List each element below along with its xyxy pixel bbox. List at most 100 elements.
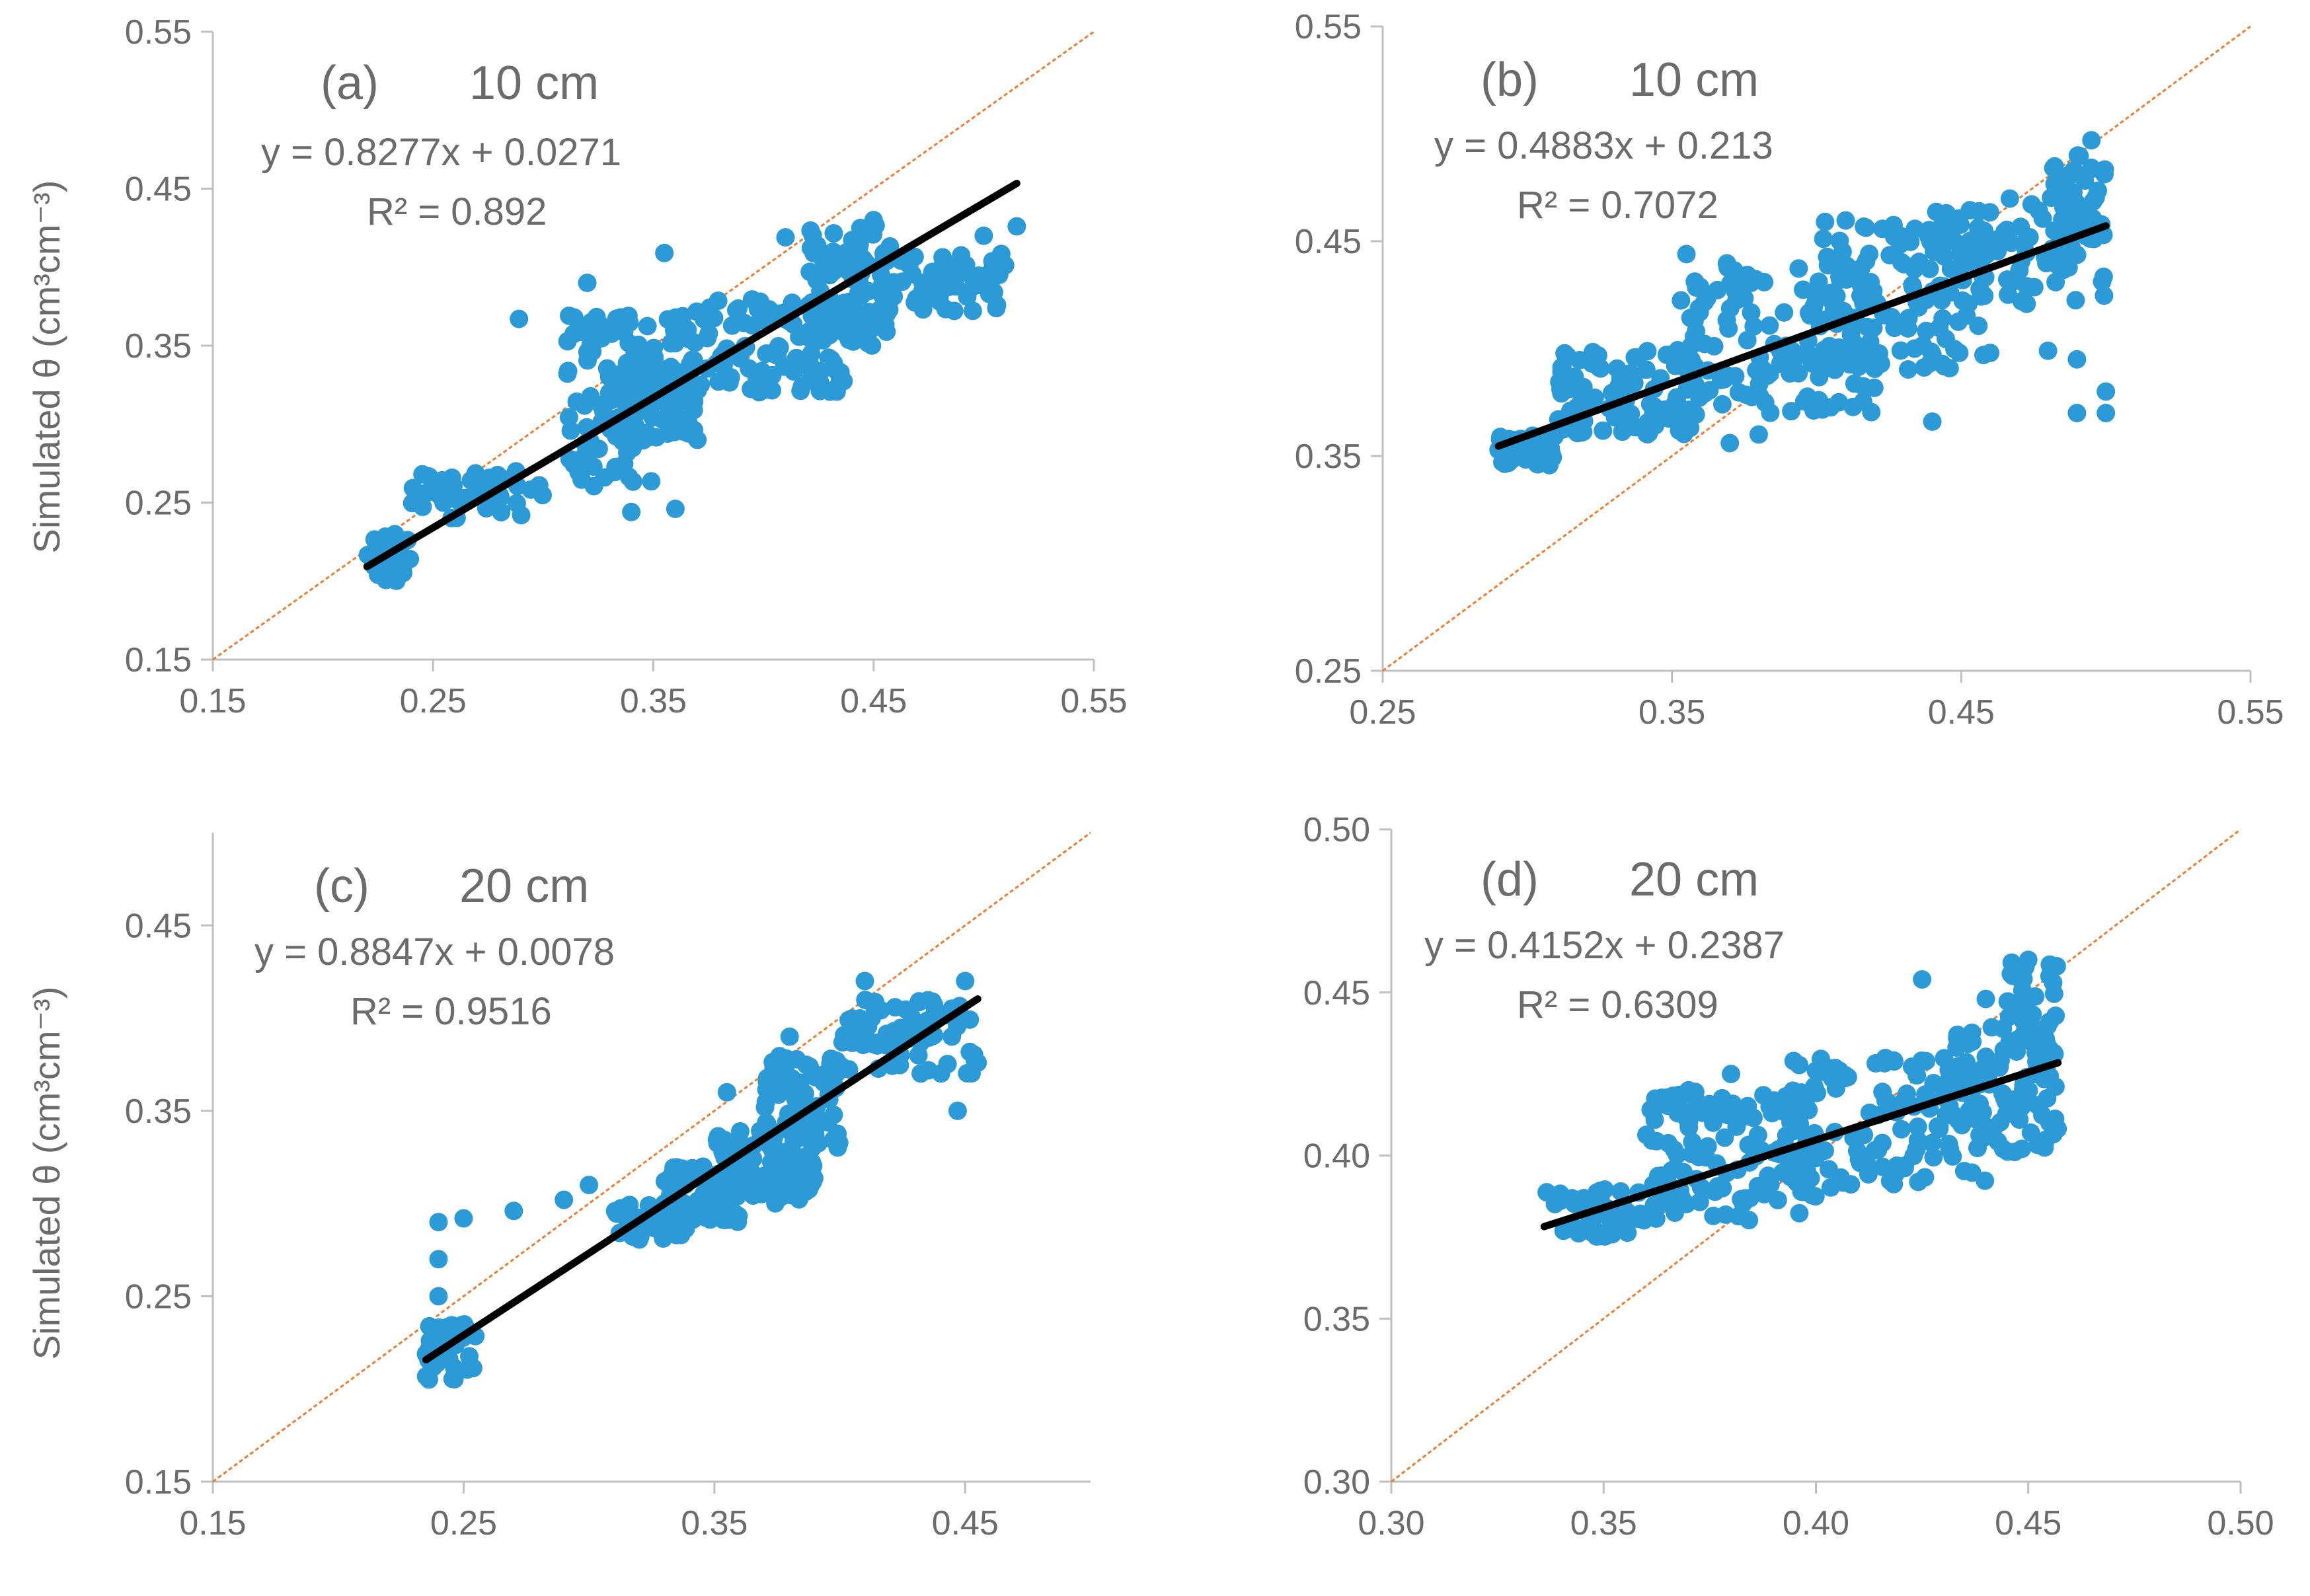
panel-d-data-point [1873, 1083, 1892, 1102]
panel-b-plot: 0.25 0.35 0.45 0.55 0.25 0.35 0.45 0.55 [1295, 8, 2284, 732]
panel-a-data-point [599, 383, 619, 402]
panel-d-data-point [1807, 1083, 1826, 1102]
panel-b-data-point [1826, 360, 1845, 379]
panel-a-data-point [685, 333, 705, 352]
panel-d-data-point [1777, 1086, 1796, 1106]
panel-a-data-point [808, 270, 828, 289]
panel-b-data-point [1909, 252, 1929, 272]
panel-a-data-point [638, 428, 658, 447]
panel-c-data-point [692, 1191, 711, 1210]
panel-d-ytick-label: 0.30 [1303, 1463, 1370, 1501]
panel-a-data-point [597, 359, 617, 378]
panel-a-data-point [665, 422, 684, 441]
panel-a-data-point [933, 256, 952, 275]
panel-c-data-point [439, 1317, 458, 1336]
panel-c-data-point [717, 1083, 736, 1102]
panel-d-data-point [1713, 1178, 1732, 1197]
panel-c-data-point [420, 1316, 439, 1336]
panel-b-data-point [2067, 404, 2087, 422]
panel-d-data-point [1672, 1188, 1691, 1207]
panel-a-data-point [814, 314, 833, 333]
panel-d-data-point [1691, 1178, 1711, 1197]
panel-a-data-point [666, 308, 685, 327]
panel-d-data-point [1908, 1131, 1927, 1150]
panel-d-data-point [1952, 1116, 1972, 1135]
panel-c-depth: 20 cm [459, 860, 589, 913]
panel-a-equation: y = 0.8277x + 0.0271 [261, 131, 621, 174]
panel-c-xtick-label: 0.45 [932, 1504, 999, 1542]
panel-d-data-point [1784, 1051, 1803, 1071]
panel-d-data-point [1740, 1188, 1759, 1207]
panel-b-data-point [1839, 344, 1859, 363]
panel-c-data-point [931, 1064, 950, 1083]
panel-b-data-point [1690, 303, 1709, 322]
panel-d-data-point [1781, 1156, 1800, 1175]
panel-b-data-point [1980, 203, 1999, 222]
panel-d-data-point [1792, 1172, 1811, 1191]
panel-d-xtick-label: 0.50 [2207, 1504, 2274, 1542]
panel-c-data-point [839, 1060, 859, 1079]
panel-b-data-point [1781, 364, 1800, 383]
panel-b-data-point [1613, 422, 1632, 441]
panel-a-data-point [721, 367, 740, 387]
panel-b-data-point [1816, 212, 1835, 231]
panel-a-data-point [831, 363, 850, 382]
panel-d-data-point [1968, 1111, 1987, 1130]
panel-b-data-point [1689, 383, 1708, 402]
panel-d-data-point [2015, 1024, 2034, 1044]
panel-d-data-point [1815, 1141, 1834, 1160]
panel-a-data-point [859, 334, 878, 353]
panel-b-data-point [2075, 171, 2095, 190]
panel-a-xtick-label: 0.55 [1060, 682, 1127, 720]
panel-a-data-point [417, 483, 436, 502]
panel-d-data-point [2021, 1123, 2040, 1142]
panel-c-data-point [943, 1027, 962, 1046]
panel-b-data-point [1666, 356, 1685, 375]
panel-d-data-point [2019, 950, 2038, 969]
panel-c-data-point [429, 1213, 448, 1232]
panel-b-data-point [1744, 317, 1763, 336]
panel-d-data-point [1880, 1172, 1900, 1191]
panel-a-data-point [930, 292, 949, 311]
panel-a-data-point [622, 502, 641, 521]
panel-b-equation: y = 0.4883x + 0.213 [1434, 124, 1773, 167]
panel-c-data-point [911, 1064, 931, 1083]
panel-d-data-point [1611, 1182, 1631, 1201]
panel-d-data-point [1826, 1079, 1845, 1098]
panel-a-data-point [792, 377, 812, 397]
panel-c-data-point [958, 1064, 977, 1083]
panel-b-label: (b) [1481, 54, 1539, 106]
panel-a-data-point [776, 228, 795, 247]
panel-c-ytick-label: 0.35 [125, 1092, 192, 1131]
panel-b-data-point [1726, 367, 1745, 386]
panel-c: Simulated θ (cm³cm⁻³) 0.150.250.350.450.… [26, 831, 1091, 1542]
panel-a-data-point [974, 226, 993, 245]
panel-a-data-point [592, 328, 611, 348]
panel-d-data-point [1904, 1147, 1923, 1166]
panel-b-data-point [1750, 387, 1769, 406]
panel-a-data-point [809, 241, 828, 260]
panel-c-data-point [660, 1173, 679, 1192]
panel-b-data-point [2038, 341, 2058, 360]
panel-b-data-point [1803, 398, 1822, 417]
panel-b-trendline [1494, 222, 2110, 450]
panel-a-xtick-label: 0.25 [400, 682, 467, 720]
panel-b-data-point [2082, 131, 2101, 150]
panel-a-data-point [595, 468, 614, 487]
panel-d-data-point [2040, 1012, 2060, 1031]
panel-b-r2: R² = 0.7072 [1517, 184, 1718, 227]
panel-b-data-point [1621, 364, 1640, 383]
panel-d-data-point [1909, 1172, 1928, 1192]
panel-d-data-point [1727, 1117, 1746, 1136]
panel-b-data-point [1857, 218, 1876, 237]
panel-c-data-point [429, 1287, 448, 1306]
panel-c-data-point [793, 1123, 812, 1142]
panel-b-data-point [2017, 277, 2036, 296]
panel-a-data-point [666, 500, 685, 518]
panel-b-data-point [1925, 229, 1944, 248]
panel-b-data-point [1523, 442, 1543, 461]
panel-c-data-point [777, 1049, 796, 1068]
panel-a-ytick-label: 0.55 [125, 13, 192, 52]
panel-a-data-point [1007, 217, 1026, 236]
